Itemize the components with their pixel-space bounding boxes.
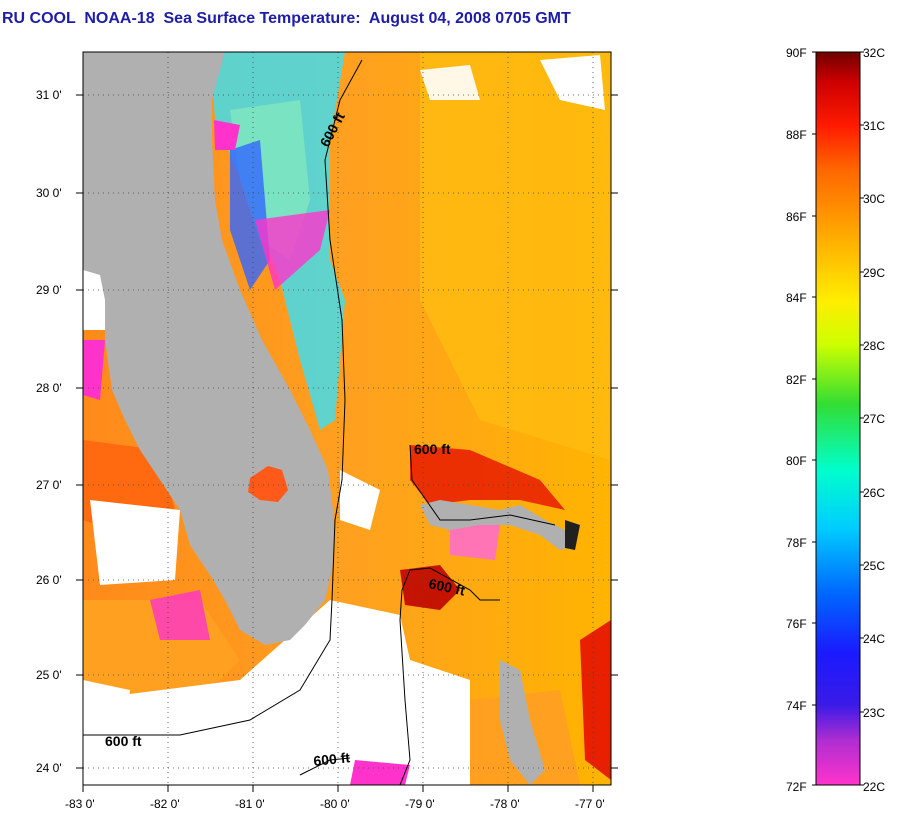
cb-f-72: 72F <box>786 780 807 794</box>
cb-c-27: 27C <box>863 412 886 426</box>
magenta-straits <box>450 520 500 560</box>
lat-label-29: 29 0' <box>36 283 62 297</box>
isobath-600ft-south-2 <box>299 757 351 776</box>
cb-c-24: 24C <box>863 632 886 646</box>
isobath-label-3: 600 ft <box>427 575 466 598</box>
lake-okeechobee <box>248 466 288 502</box>
cb-f-82: 82F <box>786 373 807 387</box>
isobath-label-4: 600 ft <box>105 733 142 749</box>
cb-c-29: 29C <box>863 266 886 280</box>
isobath-600ft-south <box>399 619 411 786</box>
isobath-600ft-cay <box>399 567 500 621</box>
map-title: RU COOL NOAA-18 Sea Surface Temperature:… <box>2 10 571 27</box>
cb-c-26: 26C <box>863 486 886 500</box>
cb-c-28: 28C <box>863 339 886 353</box>
cb-f-76: 76F <box>786 617 807 631</box>
magenta-west-1 <box>83 340 105 400</box>
magenta-west-2 <box>150 590 210 640</box>
andros-island <box>500 660 545 785</box>
lat-label-26: 26 0' <box>36 573 62 587</box>
cool-band-magenta <box>255 210 330 290</box>
lat-label-28: 28 0' <box>36 381 62 395</box>
cb-f-74: 74F <box>786 699 807 713</box>
axis-ticks <box>76 94 618 792</box>
lat-label-30: 30 0' <box>36 186 62 200</box>
grid-lines <box>83 52 611 785</box>
lon-label-78: -78 0' <box>490 797 520 811</box>
lon-label-80: -80 0' <box>320 797 350 811</box>
warm-red-bahamas <box>410 445 565 510</box>
grand-bahama-island <box>420 500 575 550</box>
magenta-south <box>350 760 410 785</box>
cb-f-78: 78F <box>786 536 807 550</box>
abaco-dark <box>565 520 580 550</box>
map-frame <box>82 51 612 786</box>
cloud-west-2 <box>90 500 180 585</box>
cool-band-blue <box>230 140 270 290</box>
magenta-patch-north <box>214 120 240 150</box>
lat-label-25: 25 0' <box>36 668 62 682</box>
cb-f-90: 90F <box>786 46 807 60</box>
cb-f-86: 86F <box>786 210 807 224</box>
cloud-north <box>420 65 480 100</box>
lon-label-77: -77 0' <box>575 797 605 811</box>
colorbar <box>815 51 861 786</box>
cb-c-23: 23C <box>863 706 886 720</box>
cb-f-80: 80F <box>786 454 807 468</box>
isobath-label-5: 600 ft <box>313 749 351 769</box>
lat-label-27: 27 0' <box>36 478 62 492</box>
cb-c-31: 31C <box>863 119 886 133</box>
lat-label-31: 31 0' <box>36 88 62 102</box>
cb-c-30: 30C <box>863 192 886 206</box>
cloud-south <box>83 600 470 785</box>
map-content <box>83 52 611 785</box>
isobath-label-2: 600 ft <box>414 441 451 457</box>
lat-label-24: 24 0' <box>36 761 62 775</box>
cb-f-88: 88F <box>786 128 807 142</box>
cb-c-25: 25C <box>863 559 886 573</box>
cloud-straits-1 <box>340 470 380 530</box>
lon-label-83: -83 0' <box>65 797 95 811</box>
cb-c-22: 22C <box>863 780 886 794</box>
cb-f-84: 84F <box>786 291 807 305</box>
lon-label-79: -79 0' <box>405 797 435 811</box>
colorbar-ticks <box>812 51 864 786</box>
cb-c-32: 32C <box>863 46 886 60</box>
ocean-east-yellow <box>420 52 611 460</box>
lon-label-82: -82 0' <box>150 797 180 811</box>
isobath-600ft-bahama <box>409 444 556 526</box>
lon-label-81: -81 0' <box>235 797 265 811</box>
isobath-lines <box>83 59 556 786</box>
cloud-northeast <box>540 55 605 110</box>
isobath-600ft-florida <box>83 59 363 736</box>
warm-red-east <box>580 620 611 780</box>
